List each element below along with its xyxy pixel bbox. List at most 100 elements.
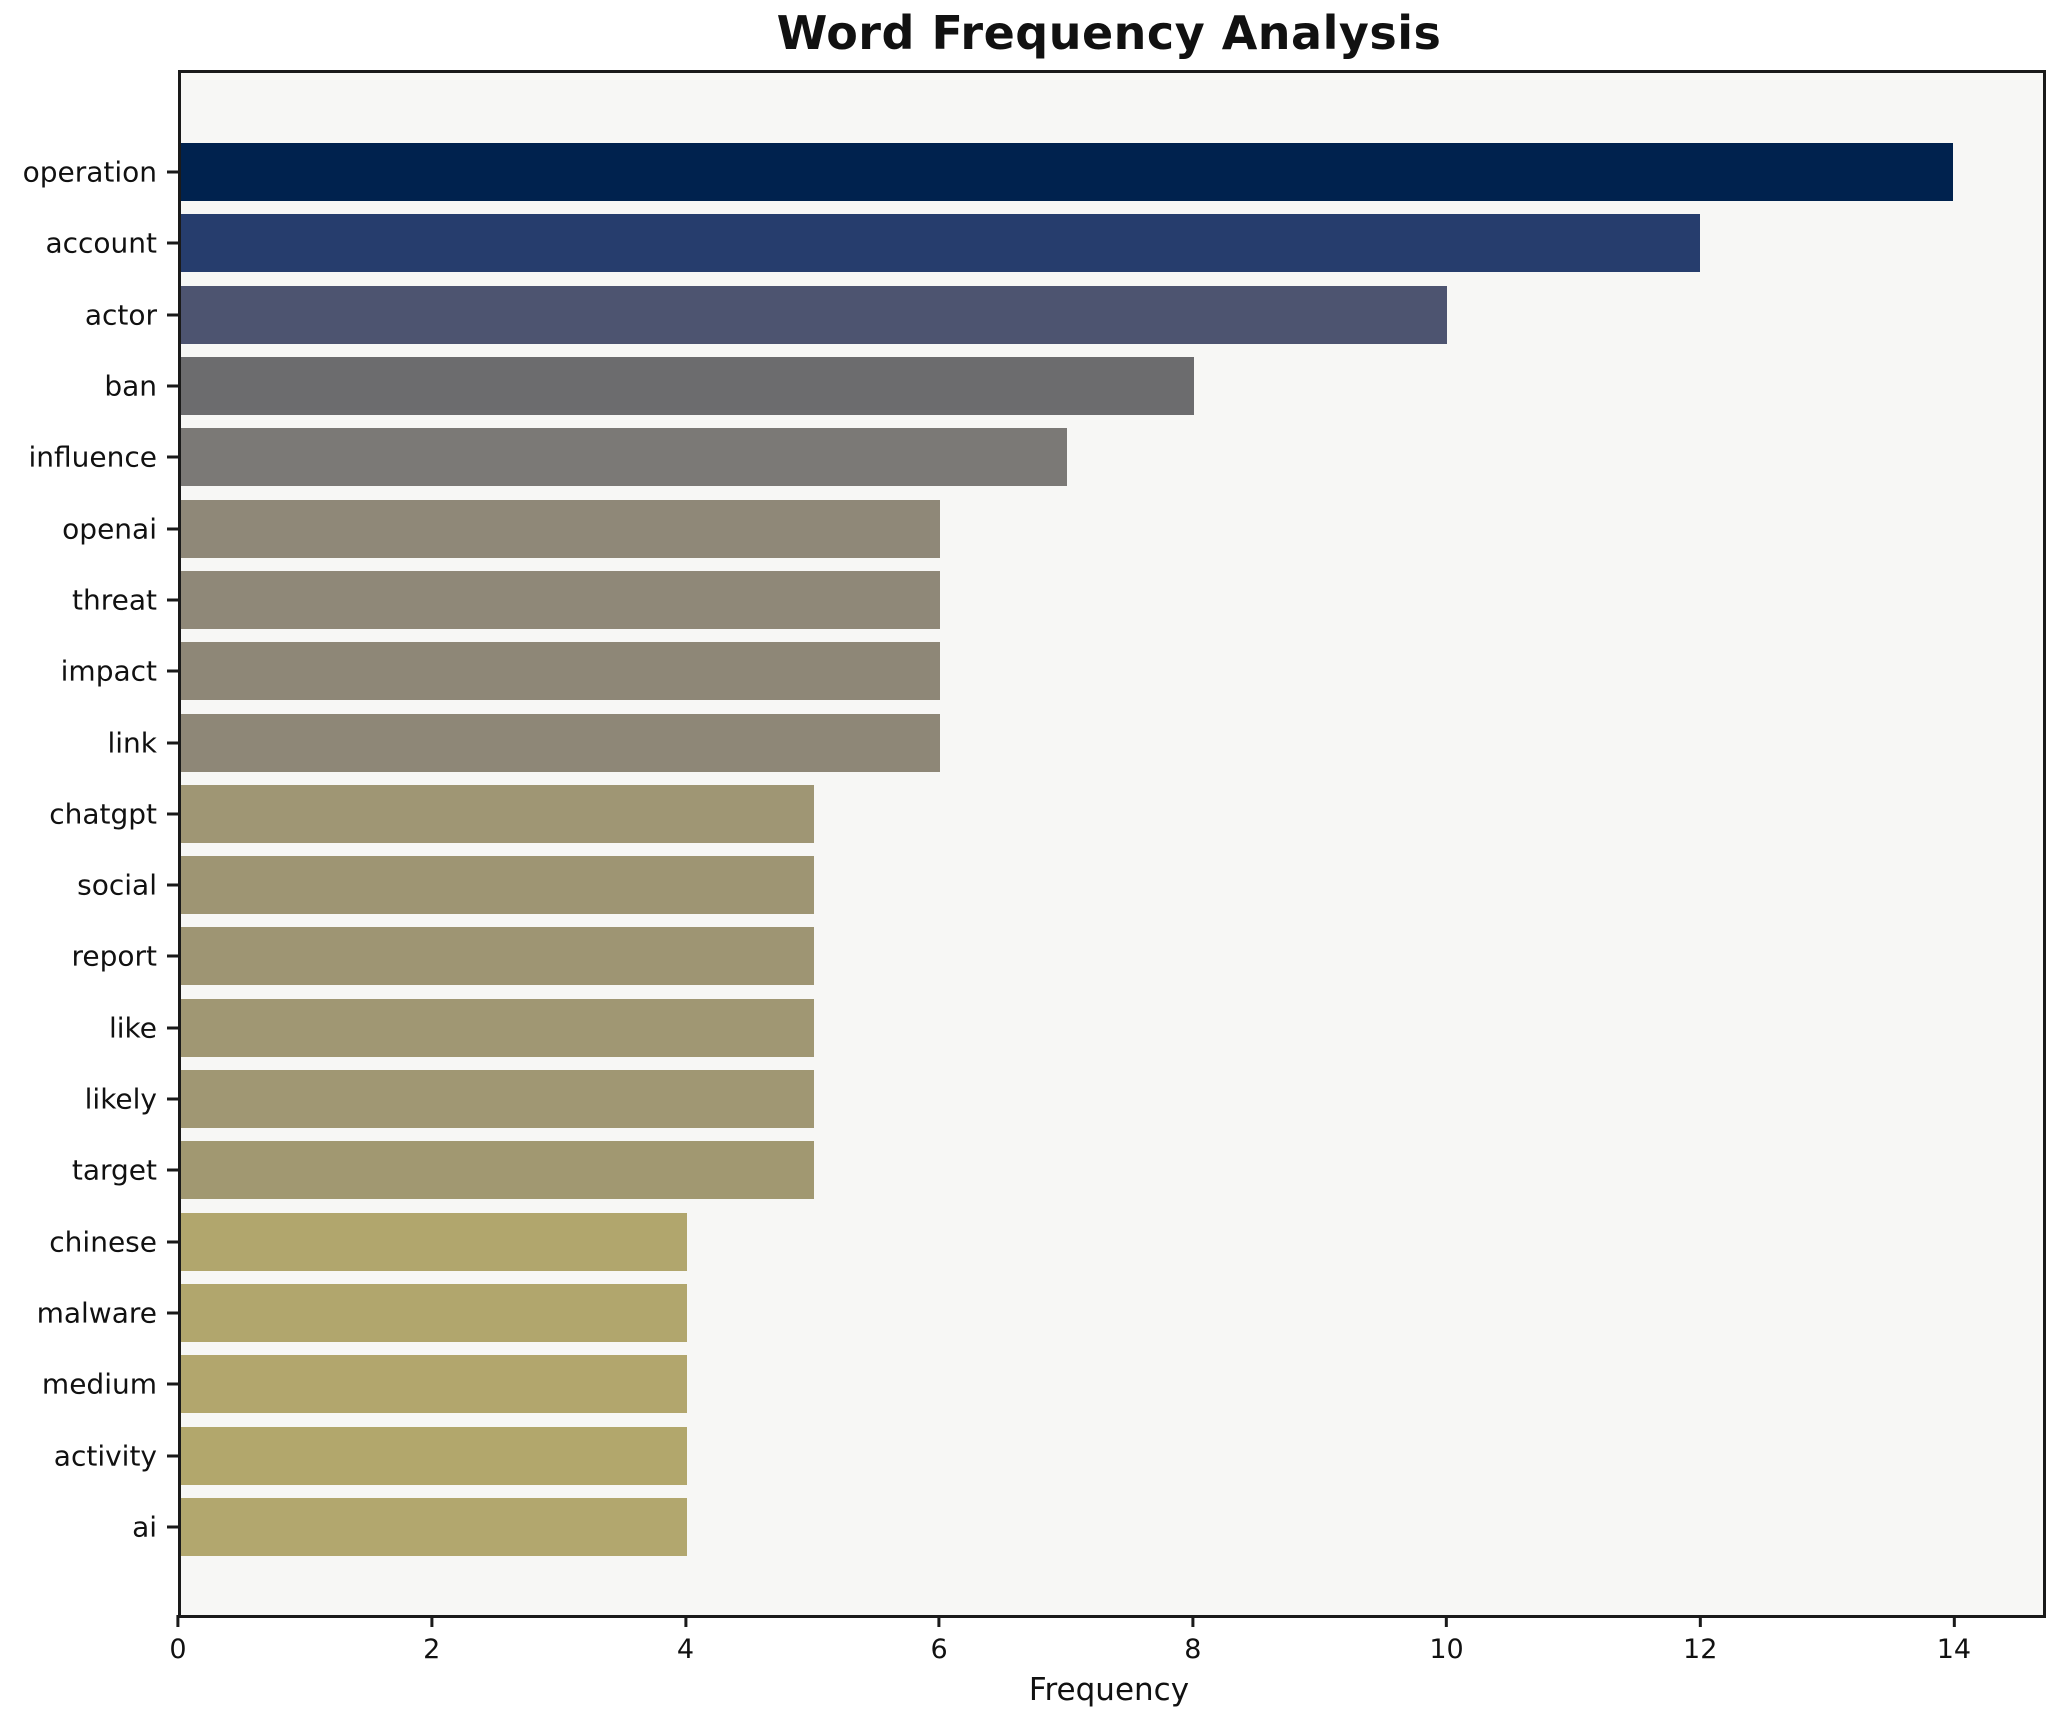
plot-area: operation account actor ban influence openai t…	[23, 70, 2046, 1618]
y-tick-mark	[167, 1097, 178, 1101]
bar	[181, 570, 941, 629]
y-tick-label: like	[108, 1011, 157, 1045]
x-tick-label: 14	[1936, 1634, 1972, 1665]
y-tick-mark	[167, 812, 178, 816]
x-tick-mark	[1698, 1615, 1702, 1627]
y-tick-mark	[167, 170, 178, 174]
y-tick-mark	[167, 1382, 178, 1386]
bars-region: operation account actor ban influence openai t…	[23, 143, 2043, 1556]
y-tick-label: openai	[62, 512, 157, 546]
y-tick-label: target	[71, 1153, 157, 1187]
x-tick-mark	[1952, 1615, 1956, 1627]
x-tick-label: 12	[1683, 1634, 1718, 1665]
y-tick-mark	[167, 384, 178, 388]
bar-row: like	[109, 998, 2043, 1057]
bar-row: account	[45, 214, 2043, 273]
y-tick-label: chinese	[49, 1225, 157, 1259]
bar	[181, 927, 814, 986]
y-tick-label: account	[45, 226, 157, 260]
y-tick-label: report	[71, 939, 157, 973]
y-tick-label: likely	[84, 1082, 157, 1116]
y-tick-label: ban	[104, 369, 157, 403]
x-tick-mark	[430, 1615, 434, 1627]
x-tick: 10	[1429, 1615, 1464, 1665]
bar-row: activity	[54, 1426, 2043, 1485]
y-tick-label: threat	[72, 583, 157, 617]
bar-row: operation	[23, 143, 2043, 201]
bar	[181, 856, 814, 915]
bar-row: link	[107, 713, 2043, 772]
x-tick-label: 0	[169, 1634, 187, 1665]
bar-row: ban	[104, 356, 2043, 415]
y-tick-mark	[167, 1026, 178, 1030]
bar	[181, 1497, 688, 1556]
bar-row: social	[77, 856, 2043, 915]
y-tick-mark	[167, 241, 178, 245]
bar-row: openai	[62, 499, 2043, 558]
bar	[181, 285, 1447, 344]
x-tick-label: 6	[930, 1634, 948, 1665]
x-tick-mark	[937, 1615, 941, 1627]
y-tick-label: ai	[132, 1510, 157, 1544]
y-tick-mark	[167, 598, 178, 602]
chart-title: Word Frequency Analysis	[776, 6, 1442, 60]
x-tick-label: 10	[1429, 1634, 1464, 1665]
bar	[181, 143, 1954, 201]
y-tick-mark	[167, 669, 178, 673]
bar-row: impact	[61, 642, 2043, 701]
y-tick-mark	[167, 1525, 178, 1529]
y-tick-label: influence	[28, 440, 157, 474]
y-tick-mark	[167, 883, 178, 887]
x-tick-label: 2	[423, 1634, 441, 1665]
x-tick: 8	[1184, 1615, 1201, 1665]
y-tick-label: actor	[84, 298, 157, 332]
bar	[181, 713, 941, 772]
y-tick-mark	[167, 313, 178, 317]
x-tick: 4	[677, 1615, 694, 1665]
bar-row: target	[72, 1141, 2043, 1200]
x-tick-mark	[1445, 1615, 1449, 1627]
y-tick-label: malware	[36, 1296, 157, 1330]
y-tick-mark	[167, 1240, 178, 1244]
y-tick-label: impact	[60, 654, 157, 688]
bar-row: likely	[85, 1070, 2043, 1129]
bar-row: chatgpt	[49, 784, 2043, 843]
bar-row: threat	[72, 570, 2043, 629]
bar-row: influence	[28, 428, 2043, 487]
y-tick-label: social	[77, 868, 157, 902]
bar	[181, 499, 941, 558]
x-tick: 12	[1683, 1615, 1717, 1665]
bar	[181, 214, 1700, 273]
x-tick: 0	[169, 1615, 187, 1665]
x-tick: 6	[931, 1615, 948, 1665]
x-tick: 2	[423, 1615, 440, 1665]
x-tick-mark	[683, 1615, 687, 1627]
y-tick-label: activity	[53, 1439, 157, 1473]
bar	[181, 1355, 688, 1414]
bar	[181, 998, 814, 1057]
bar-row: malware	[37, 1284, 2043, 1342]
bar	[181, 1426, 688, 1485]
y-tick-label: operation	[22, 155, 157, 189]
bar	[181, 1284, 688, 1342]
bar-row: chinese	[49, 1212, 2043, 1271]
bar	[181, 1141, 814, 1200]
x-axis: 0 2 4 6 8 10 12 14	[169, 1615, 2044, 1685]
bar	[181, 1070, 814, 1129]
x-tick-mark	[176, 1615, 180, 1627]
bar-row: report	[71, 927, 2043, 986]
bar	[181, 428, 1068, 487]
y-tick-mark	[167, 455, 178, 459]
bar-row: ai	[132, 1497, 2043, 1556]
bar	[181, 642, 941, 701]
x-tick: 14	[1937, 1615, 1971, 1665]
x-tick-mark	[1191, 1615, 1195, 1627]
y-tick-label: chatgpt	[49, 797, 157, 831]
y-tick-mark	[167, 741, 178, 744]
x-axis-label: Frequency	[1028, 1672, 1190, 1708]
bar	[181, 356, 1194, 415]
bar-row: medium	[42, 1355, 2043, 1414]
y-tick-label: link	[107, 726, 157, 759]
y-tick-mark	[167, 1454, 178, 1458]
